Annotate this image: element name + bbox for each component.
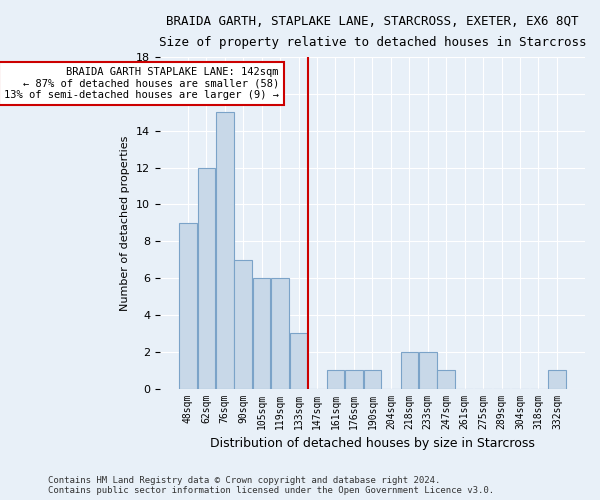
Bar [548, 370, 566, 388]
Bar [290, 334, 307, 388]
Text: Contains HM Land Registry data © Crown copyright and database right 2024.
Contai: Contains HM Land Registry data © Crown c… [48, 476, 494, 495]
Bar [327, 370, 344, 388]
X-axis label: Distribution of detached houses by size in Starcross: Distribution of detached houses by size … [210, 437, 535, 450]
Bar [345, 370, 363, 388]
Bar [235, 260, 252, 388]
Text: BRAIDA GARTH STAPLAKE LANE: 142sqm
← 87% of detached houses are smaller (58)
13%: BRAIDA GARTH STAPLAKE LANE: 142sqm ← 87%… [4, 67, 279, 100]
Bar [216, 112, 233, 388]
Title: BRAIDA GARTH, STAPLAKE LANE, STARCROSS, EXETER, EX6 8QT
Size of property relativ: BRAIDA GARTH, STAPLAKE LANE, STARCROSS, … [158, 15, 586, 49]
Bar [179, 223, 197, 388]
Bar [253, 278, 271, 388]
Bar [364, 370, 381, 388]
Bar [401, 352, 418, 389]
Bar [271, 278, 289, 388]
Bar [197, 168, 215, 388]
Bar [437, 370, 455, 388]
Y-axis label: Number of detached properties: Number of detached properties [121, 135, 130, 310]
Bar [419, 352, 437, 389]
